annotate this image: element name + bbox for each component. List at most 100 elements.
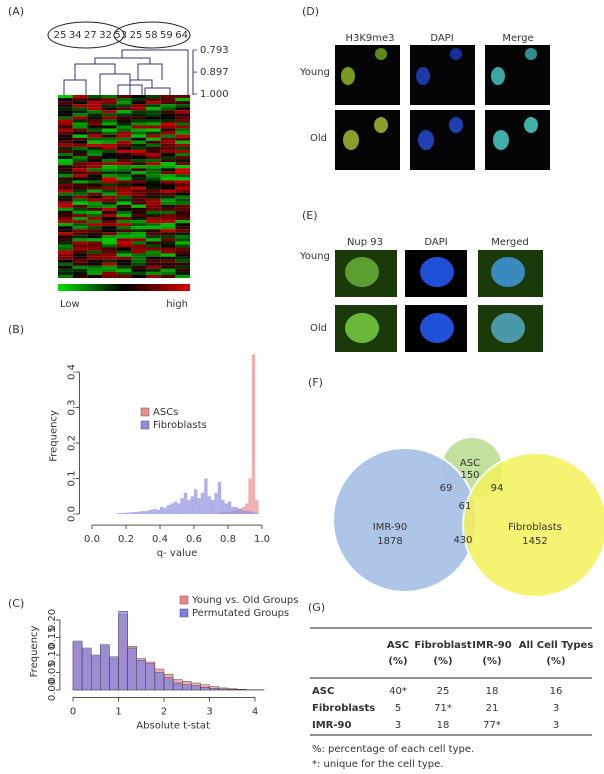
heatmap-cell — [131, 165, 147, 169]
heatmap-cell — [146, 152, 161, 157]
heatmap-cell — [102, 140, 117, 144]
heatmap-cell — [146, 159, 161, 163]
heatmap-cell — [146, 95, 161, 99]
heatmap-cell — [175, 140, 191, 144]
heatmap-cell — [160, 250, 176, 254]
heatmap-cell — [146, 146, 161, 150]
heatmap-cell — [58, 107, 73, 111]
sample-label: 25 — [130, 30, 143, 41]
histogram-bar — [187, 499, 191, 514]
heatmap-cell — [146, 274, 161, 279]
legend-label: Permutated Groups — [192, 608, 289, 619]
heatmap-cell — [175, 174, 191, 178]
heatmap-cell — [72, 238, 88, 242]
y-tick-label: 0.2 — [67, 435, 78, 451]
heatmap-cell — [116, 125, 132, 129]
heatmap-cell — [175, 265, 191, 269]
heatmap-cell — [87, 244, 103, 248]
heatmap-cell — [160, 95, 176, 99]
histogram-bar — [200, 492, 205, 514]
histogram-bar — [241, 510, 245, 514]
heatmap-cell — [175, 171, 191, 175]
heatmap-cell — [131, 186, 147, 190]
heatmap-cell — [116, 162, 132, 166]
heatmap-cell — [116, 143, 132, 147]
heatmap-cell — [102, 213, 117, 218]
heatmap-cell — [102, 271, 117, 275]
heatmap-cell — [131, 253, 147, 257]
heatmap-cell — [175, 125, 191, 129]
heatmap-cell — [116, 271, 132, 275]
histogram-bar — [143, 511, 147, 514]
heatmap-cell — [116, 238, 132, 242]
heatmap-cell — [87, 95, 103, 99]
heatmap-cell — [116, 232, 132, 236]
heatmap-cell — [72, 180, 88, 184]
heatmap-cell — [131, 256, 147, 260]
sample-label: 32 — [99, 30, 112, 41]
heatmap-cell — [72, 244, 88, 248]
heatmap-cell — [160, 146, 176, 150]
table-cell: 21 — [486, 703, 499, 714]
venn-label: ASC — [460, 458, 480, 469]
heatmap-cell — [175, 128, 191, 132]
heatmap-cell — [131, 122, 147, 126]
heatmap-cell — [116, 171, 132, 175]
heatmap-cell — [175, 210, 191, 214]
histogram-bar — [217, 482, 222, 514]
heatmap-cell — [116, 220, 132, 224]
row-label: Young — [299, 67, 330, 78]
heatmap-cell — [58, 235, 73, 239]
heatmap-cell — [116, 113, 132, 117]
color-bar — [58, 284, 190, 291]
heatmap-cell — [58, 186, 73, 190]
heatmap-cell — [175, 168, 191, 172]
histogram-bar — [136, 511, 140, 514]
heatmap-cell — [87, 180, 103, 184]
heatmap-cell — [175, 247, 191, 251]
heatmap-cell — [102, 210, 117, 214]
heatmap-cell — [146, 198, 161, 202]
histogram-bar — [100, 644, 110, 691]
heatmap-cell — [175, 198, 191, 202]
heatmap-cell — [102, 101, 117, 105]
heatmap-cell — [175, 253, 191, 257]
heatmap-cell — [175, 177, 191, 181]
heatmap-cell — [116, 101, 132, 105]
heatmap-cell — [102, 137, 117, 141]
table-cell: 3 — [395, 720, 401, 731]
heatmap-cell — [87, 107, 103, 111]
histogram-bar — [136, 660, 146, 691]
heatmap-cell — [116, 116, 132, 120]
heatmap-cell — [116, 226, 132, 230]
histogram-bar — [180, 498, 184, 514]
heatmap-cell — [58, 238, 73, 242]
heatmap-cell — [160, 195, 176, 199]
heatmap-cell — [160, 134, 176, 138]
heatmap-cell — [175, 143, 191, 147]
heatmap-cell — [72, 192, 88, 196]
heatmap-cell — [102, 189, 117, 193]
heatmap-cell — [72, 247, 88, 251]
heatmap-cell — [102, 223, 117, 227]
heatmap-cell — [160, 198, 176, 202]
heatmap-cell — [175, 98, 191, 102]
heatmap-cell — [58, 226, 73, 230]
histogram-bar — [127, 647, 137, 691]
heatmap-cell — [102, 217, 117, 221]
histogram-bar — [139, 511, 143, 514]
row-label: Old — [310, 133, 327, 144]
histogram-bar — [145, 663, 156, 691]
table-cell: 3 — [553, 720, 559, 731]
footnote: *: unique for the cell type. — [312, 759, 443, 770]
heatmap-cell — [160, 265, 176, 269]
heatmap-cell — [102, 204, 117, 208]
heatmap-cell — [102, 128, 117, 132]
micrographs-d — [335, 45, 550, 170]
cluster-ellipse — [47, 21, 125, 49]
table-header: (%) — [546, 656, 565, 667]
heatmap-cell — [87, 134, 103, 138]
heatmap-cell — [72, 229, 88, 233]
heatmap-cell — [116, 195, 132, 199]
heatmap-cell — [160, 223, 176, 227]
